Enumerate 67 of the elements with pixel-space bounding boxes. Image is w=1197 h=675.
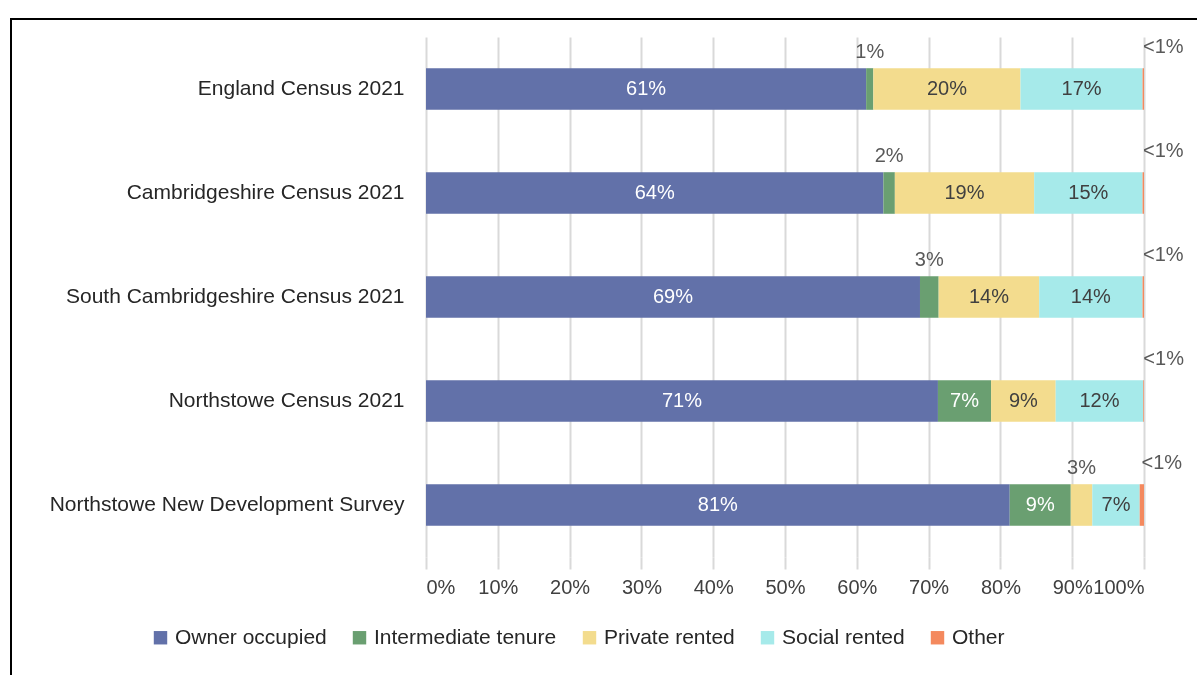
bar [873, 68, 1021, 110]
x-tick-label: 100% [1093, 575, 1145, 598]
data-label: 3% [914, 248, 944, 270]
data-label: 9% [1008, 389, 1039, 411]
bar [426, 68, 867, 110]
data-label: 81% [697, 493, 739, 515]
bar [991, 380, 1056, 422]
data-label: 14% [968, 285, 1010, 307]
y-tick-label: England Census 2021 [197, 76, 405, 99]
legend-label: Other [952, 624, 1005, 648]
data-label: 61% [626, 77, 667, 99]
bar [426, 172, 884, 214]
x-tick-label: 90% [1052, 575, 1093, 598]
data-label: 14% [1070, 285, 1112, 307]
bar [1020, 68, 1143, 110]
data-label: <1% [1141, 451, 1183, 473]
data-label: 7% [950, 389, 980, 411]
x-tick-label: 60% [837, 575, 878, 598]
bar [866, 68, 874, 110]
y-tick-label: South Cambridgeshire Census 2021 [65, 284, 405, 307]
data-label: 71% [661, 389, 703, 411]
bar [426, 276, 920, 318]
bar [938, 276, 1040, 318]
data-label: 2% [874, 144, 904, 166]
data-label: 64% [634, 181, 675, 203]
bar [1009, 484, 1071, 526]
bar [1039, 276, 1143, 318]
data-label: 1% [855, 40, 885, 62]
data-label: 12% [1079, 389, 1120, 411]
bar [1055, 380, 1144, 422]
data-label: <1% [1143, 347, 1185, 369]
y-tick-label: Cambridgeshire Census 2021 [126, 180, 405, 203]
data-label: <1% [1142, 139, 1184, 161]
bar [1070, 484, 1093, 526]
bar [1139, 484, 1144, 526]
x-tick-label: 40% [693, 575, 734, 598]
legend-label: Social rented [782, 624, 905, 648]
x-tick-label: 0% [426, 575, 456, 598]
x-tick-label: 50% [765, 575, 806, 598]
data-label: 7% [1101, 493, 1131, 515]
x-tick-label: 30% [621, 575, 663, 598]
data-label: 3% [1067, 456, 1097, 478]
x-tick-label: 70% [909, 575, 950, 598]
data-label: 17% [1061, 77, 1102, 99]
x-tick-label: 10% [478, 575, 519, 598]
bar [883, 172, 895, 214]
data-label: <1% [1142, 243, 1184, 265]
y-tick-label: Northstowe New Development Survey [49, 492, 405, 515]
bar [426, 380, 938, 422]
data-label: 9% [1025, 493, 1055, 515]
x-tick-label: 80% [980, 575, 1022, 598]
bar [1034, 172, 1143, 214]
bar [1092, 484, 1140, 526]
x-tick-label: 20% [550, 575, 591, 598]
legend-label: Intermediate tenure [374, 624, 557, 648]
data-label: 15% [1068, 181, 1109, 203]
bar [426, 484, 1010, 526]
data-label: 19% [944, 181, 985, 203]
legend-label: Private rented [604, 624, 735, 648]
bar [919, 276, 939, 318]
data-label: 20% [926, 77, 968, 99]
data-label: <1% [1142, 35, 1184, 57]
bar [937, 380, 992, 422]
data-label: 69% [652, 285, 694, 307]
legend-label: Owner occupied [175, 624, 327, 648]
bar [894, 172, 1035, 214]
y-tick-label: Northstowe Census 2021 [168, 388, 405, 411]
